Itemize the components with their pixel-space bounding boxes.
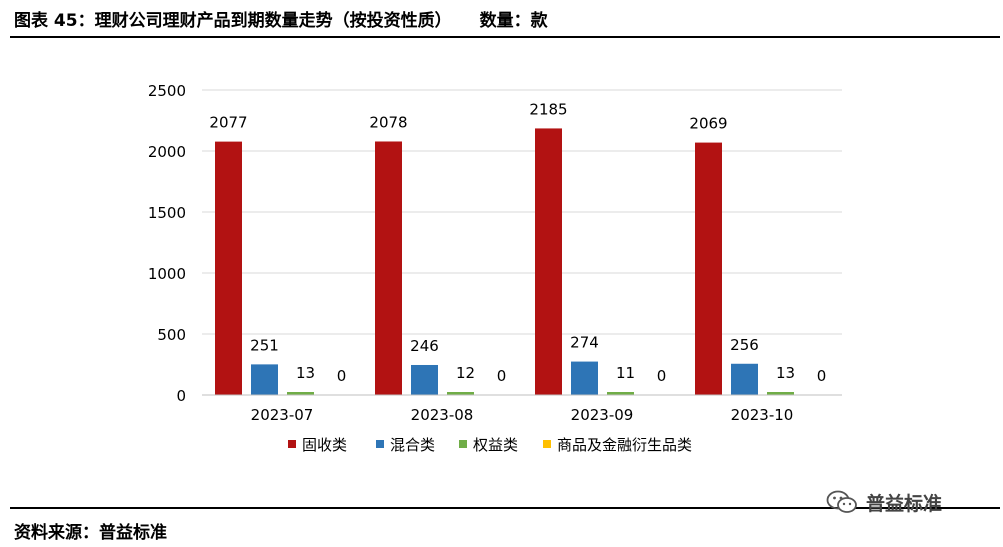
data-label: 0 — [657, 367, 667, 385]
x-tick-label: 2023-08 — [411, 406, 474, 424]
bar — [375, 141, 402, 395]
y-tick-label: 2500 — [148, 82, 186, 100]
bottom-rule — [10, 507, 1000, 509]
legend-label: 权益类 — [473, 436, 518, 454]
bar — [215, 141, 242, 395]
data-label: 0 — [497, 367, 507, 385]
chart-title: 图表 45：理财公司理财产品到期数量走势（按投资性质） — [14, 11, 452, 31]
data-label: 0 — [817, 367, 827, 385]
x-tick-label: 2023-07 — [251, 406, 314, 424]
y-tick-label: 2000 — [148, 143, 186, 161]
data-label: 246 — [410, 337, 439, 355]
data-label: 13 — [776, 364, 795, 382]
data-label: 2077 — [209, 114, 247, 132]
bar — [411, 364, 438, 395]
data-label: 0 — [337, 367, 347, 385]
legend-swatch — [288, 440, 296, 448]
legend-swatch — [376, 440, 384, 448]
bar — [571, 361, 598, 395]
watermark: 普益标准 — [826, 484, 942, 520]
chart-header: 图表 45：理财公司理财产品到期数量走势（按投资性质） 数量：款 — [14, 6, 994, 31]
legend-swatch — [459, 440, 467, 448]
legend-label: 固收类 — [302, 436, 347, 454]
grid-layer — [202, 89, 842, 335]
bar — [607, 392, 634, 395]
y-tick-label: 500 — [157, 326, 186, 344]
data-label: 2069 — [689, 115, 727, 133]
data-label: 12 — [456, 364, 475, 382]
bar — [731, 363, 758, 395]
x-tick-label: 2023-09 — [571, 406, 634, 424]
axis-layer: 0 500 1000 1500 2000 2500 2023-07 2023-08 2023-0… — [148, 82, 842, 424]
bar — [251, 364, 278, 395]
bar — [287, 392, 314, 395]
data-label: 13 — [296, 364, 315, 382]
data-label: 11 — [616, 364, 635, 382]
legend-label: 混合类 — [390, 436, 435, 454]
bar — [447, 392, 474, 395]
bar — [695, 142, 722, 395]
data-label: 251 — [250, 336, 279, 354]
data-label: 2078 — [369, 113, 407, 131]
bar — [535, 128, 562, 395]
data-label: 274 — [570, 334, 599, 352]
watermark-text: 普益标准 — [866, 492, 943, 515]
wechat-icon — [826, 490, 857, 513]
top-rule — [10, 36, 1000, 38]
source-note: 资料来源：普益标准 — [14, 523, 167, 543]
legend-swatch — [543, 440, 551, 448]
label-layer: 2077 251 13 0 2078 246 12 0 2185 274 11 0 2069 256 13 0 — [209, 100, 826, 385]
y-tick-label: 1500 — [148, 204, 186, 222]
y-tick-label: 0 — [176, 387, 186, 405]
bar — [767, 392, 794, 395]
y-tick-label: 1000 — [148, 265, 186, 283]
legend-layer: 固收类 混合类 权益类 商品及金融衍生品类 — [288, 436, 692, 454]
data-label: 2185 — [529, 100, 567, 118]
data-label: 256 — [730, 336, 759, 354]
bar-layer — [215, 128, 794, 395]
x-tick-label: 2023-10 — [731, 406, 794, 424]
unit-label: 数量：款 — [479, 11, 548, 31]
legend-label: 商品及金融衍生品类 — [557, 436, 692, 454]
